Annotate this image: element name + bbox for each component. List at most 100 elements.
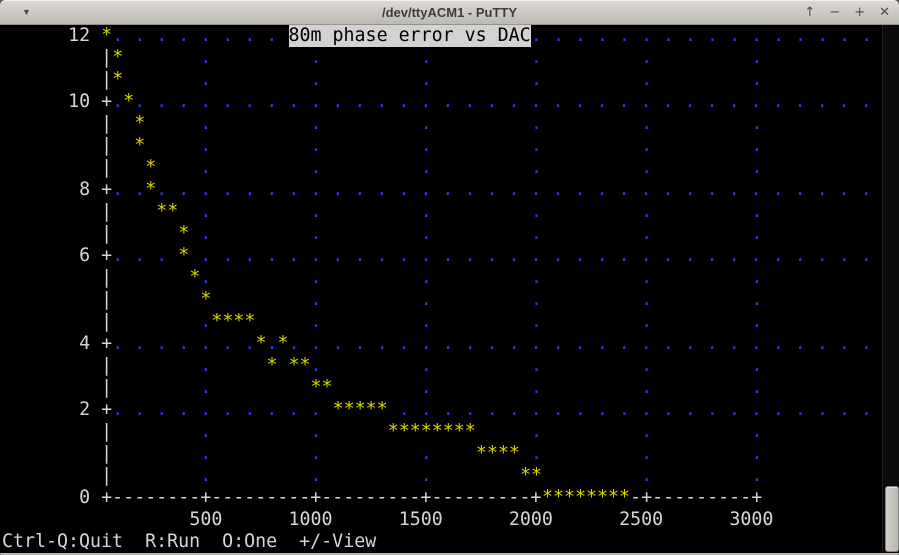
terminal-text: . . . . . . . . . . . . . . . . . . . . …: [200, 245, 872, 266]
terminal-text: .: [530, 223, 542, 244]
terminal-text: *: [145, 179, 157, 200]
terminal-text: *: [178, 223, 190, 244]
terminal-text: *: [266, 355, 278, 376]
terminal-text: 3000: [729, 509, 774, 530]
terminal-text: .: [310, 311, 322, 332]
terminal-text: .: [266, 333, 278, 354]
terminal-text: .: [641, 377, 653, 398]
terminal-text: 12: [68, 25, 91, 46]
terminal-text: *: [112, 47, 124, 68]
terminal-text: . . . . . . . . . . . . . . . . . . . . …: [134, 91, 872, 112]
terminal-text: . . . . . . . . . . . . . . . . . . . . …: [398, 399, 872, 420]
terminal-row: | ********.....: [0, 421, 882, 443]
scrollbar-thumb[interactable]: [885, 486, 899, 552]
terminal-row: | **.....: [0, 377, 882, 399]
terminal-text: .: [530, 311, 542, 332]
terminal-text: .: [530, 201, 542, 222]
terminal-text: .: [641, 289, 653, 310]
terminal-text: .: [641, 267, 653, 288]
terminal-text: .: [310, 201, 322, 222]
terminal-text: *: [145, 157, 157, 178]
terminal-text: .: [641, 113, 653, 134]
terminal-row: | *......: [0, 69, 882, 91]
terminal-text: .: [530, 355, 542, 376]
terminal-row: 4 +. . . . . . . *. *. . . . . . . . . . . …: [0, 333, 882, 355]
terminal-text: .: [420, 113, 432, 134]
terminal-text: .: [310, 113, 322, 134]
window-menu-icon[interactable]: ▼: [22, 7, 31, 17]
terminal-text: .: [751, 377, 763, 398]
terminal-text: 6: [79, 245, 91, 266]
terminal-text: |: [101, 465, 113, 486]
terminal-text: .: [420, 47, 432, 68]
terminal-grid[interactable]: 12 *. . . . . . . . 80m phase error vs DAC…: [0, 25, 882, 553]
terminal-row: 8 +. . *. . . . . . . . . . . . . . . . . …: [0, 179, 882, 201]
terminal-text: .: [530, 267, 542, 288]
terminal-text: .: [641, 311, 653, 332]
terminal-text: +: [101, 91, 113, 112]
terminal-text: .: [310, 157, 322, 178]
terminal-text: .: [751, 223, 763, 244]
terminal-text: *: [277, 333, 289, 354]
terminal-text: 8: [79, 179, 91, 200]
terminal-text: .: [751, 135, 763, 156]
terminal-text: .: [420, 289, 432, 310]
terminal-text: .: [751, 157, 763, 178]
terminal-text: .: [641, 135, 653, 156]
terminal-text: .: [310, 223, 322, 244]
terminal-text: .: [530, 157, 542, 178]
close-button[interactable]: ✕: [879, 5, 890, 20]
terminal-text: .: [200, 157, 212, 178]
terminal-text: .: [641, 47, 653, 68]
terminal-row: | *......: [0, 157, 882, 179]
terminal-text: . . . . . . .: [112, 333, 256, 354]
terminal-text: 4: [79, 333, 91, 354]
maximize-button[interactable]: +: [854, 5, 866, 20]
terminal-row: | *......: [0, 267, 882, 289]
terminal-text: ********: [541, 487, 631, 508]
window-title: /dev/ttyACM1 - PuTTY: [381, 4, 518, 20]
terminal-row: 2 +. . . . . . . . . . ***** . . . . . . . …: [0, 399, 882, 421]
terminal-text: |: [101, 311, 113, 332]
terminal-text: . . . . . . . . . . . . . . . .: [530, 25, 873, 46]
scrollbar[interactable]: [882, 25, 899, 553]
terminal-text: ********: [387, 421, 476, 442]
terminal-text: .: [751, 355, 763, 376]
terminal-text: .: [200, 465, 212, 486]
terminal-row: | *.....: [0, 289, 882, 311]
terminal-text: .: [530, 421, 542, 442]
terminal-text: |: [101, 113, 113, 134]
terminal-text: 1000: [288, 509, 333, 530]
terminal-text: .: [641, 157, 653, 178]
terminal-text: .: [420, 355, 432, 376]
terminal-row: | ****......: [0, 311, 882, 333]
terminal-text: . . . . . . . .: [112, 25, 278, 46]
minimize-button[interactable]: −: [829, 5, 841, 20]
terminal-text: .: [530, 377, 542, 398]
terminal-text: . . . . . . . . . .: [112, 399, 322, 420]
terminal-text: . .: [112, 179, 146, 200]
terminal-text: .: [751, 47, 763, 68]
terminal-row: 12 *. . . . . . . . 80m phase error vs DAC…: [0, 25, 882, 47]
terminal-text: .: [200, 421, 212, 442]
terminal-text: .: [420, 157, 432, 178]
terminal-text: 2500: [619, 509, 664, 530]
terminal-row: | *......: [0, 113, 882, 135]
rollup-button[interactable]: ↑: [804, 5, 816, 20]
terminal-text: *: [178, 245, 190, 266]
terminal-text: .: [420, 377, 432, 398]
window-bottom-frame: [0, 553, 899, 555]
titlebar[interactable]: ▼ /dev/ttyACM1 - PuTTY ↑ − + ✕: [0, 0, 899, 25]
terminal-text: .: [200, 311, 212, 332]
terminal-text: .: [530, 443, 542, 464]
terminal-text: .: [641, 443, 653, 464]
terminal-text: .: [420, 223, 432, 244]
terminal-text: .: [751, 201, 763, 222]
terminal-text: |: [101, 223, 113, 244]
terminal-text: .: [751, 421, 763, 442]
terminal-text: +: [101, 333, 113, 354]
terminal-text: 0: [79, 487, 91, 508]
terminal-text: .: [200, 377, 212, 398]
terminal-text: |: [101, 47, 113, 68]
terminal-text: .: [200, 355, 212, 376]
